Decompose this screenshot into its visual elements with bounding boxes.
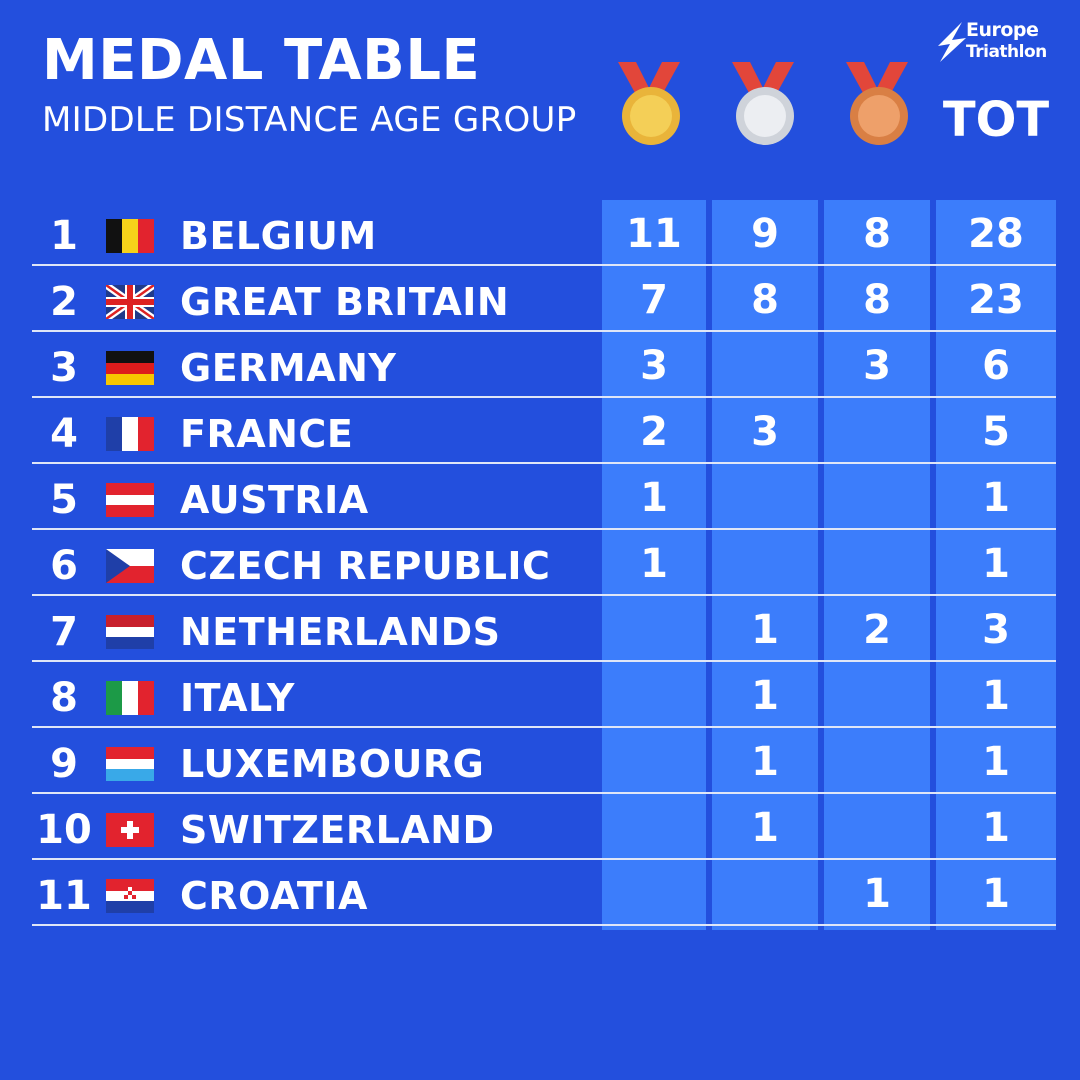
italy-flag-icon xyxy=(106,681,154,715)
row-divider xyxy=(32,528,1056,530)
rank-cell: 5 xyxy=(50,477,78,523)
row-divider xyxy=(32,792,1056,794)
table-row: 11 CROATIA 1 1 xyxy=(0,860,1080,926)
netherlands-flag-icon xyxy=(106,615,154,649)
belgium-flag-icon xyxy=(106,219,154,253)
country-cell: LUXEMBOURG xyxy=(180,742,485,786)
austria-flag-icon xyxy=(106,483,154,517)
rank-cell: 1 xyxy=(50,213,78,259)
table-row: 1 BELGIUM 11 9 8 28 xyxy=(0,200,1080,266)
rank-cell: 9 xyxy=(50,741,78,787)
rank-cell: 2 xyxy=(50,279,78,325)
bronze-column-bg xyxy=(824,200,930,930)
gold-cell: 11 xyxy=(626,211,682,257)
row-divider xyxy=(32,660,1056,662)
total-cell: 1 xyxy=(982,475,1010,521)
rank-cell: 11 xyxy=(36,873,92,919)
logo-line-2: Triathlon xyxy=(966,42,1047,62)
silver-medal-icon xyxy=(728,62,798,148)
row-divider xyxy=(32,858,1056,860)
star-swoosh-icon xyxy=(938,22,966,62)
silver-column-bg xyxy=(712,200,818,930)
table-row: 9 LUXEMBOURG 1 1 xyxy=(0,728,1080,794)
great-britain-flag-icon xyxy=(106,285,154,319)
silver-cell: 9 xyxy=(751,211,779,257)
gold-cell: 1 xyxy=(640,475,668,521)
germany-flag-icon xyxy=(106,351,154,385)
table-row: 7 NETHERLANDS 1 2 3 xyxy=(0,596,1080,662)
table-row: 3 GERMANY 3 3 6 xyxy=(0,332,1080,398)
gold-cell: 3 xyxy=(640,343,668,389)
logo-line-1: Europe xyxy=(966,19,1039,41)
total-cell: 1 xyxy=(982,871,1010,917)
table-row: 6 CZECH REPUBLIC 1 1 xyxy=(0,530,1080,596)
total-cell: 6 xyxy=(982,343,1010,389)
croatia-flag-icon xyxy=(106,879,154,913)
czech-republic-flag-icon xyxy=(106,549,154,583)
country-cell: AUSTRIA xyxy=(180,478,369,522)
silver-cell: 1 xyxy=(751,673,779,719)
country-cell: NETHERLANDS xyxy=(180,610,501,654)
country-cell: GREAT BRITAIN xyxy=(180,280,510,324)
rank-cell: 7 xyxy=(50,609,78,655)
country-cell: GERMANY xyxy=(180,346,397,390)
gold-cell: 2 xyxy=(640,409,668,455)
rank-cell: 3 xyxy=(50,345,78,391)
bronze-cell: 1 xyxy=(863,871,891,917)
row-divider xyxy=(32,396,1056,398)
total-cell: 23 xyxy=(968,277,1024,323)
europe-triathlon-logo: Europe Triathlon xyxy=(936,16,1056,68)
row-divider xyxy=(32,594,1056,596)
silver-cell: 1 xyxy=(751,805,779,851)
bronze-cell: 3 xyxy=(863,343,891,389)
gold-medal-icon xyxy=(614,62,684,148)
total-cell: 1 xyxy=(982,805,1010,851)
rank-cell: 4 xyxy=(50,411,78,457)
bronze-cell: 8 xyxy=(863,211,891,257)
country-cell: FRANCE xyxy=(180,412,354,456)
table-row: 4 FRANCE 2 3 5 xyxy=(0,398,1080,464)
switzerland-flag-icon xyxy=(106,813,154,847)
silver-cell: 1 xyxy=(751,607,779,653)
france-flag-icon xyxy=(106,417,154,451)
page-title: MEDAL TABLE xyxy=(42,28,481,93)
country-cell: CROATIA xyxy=(180,874,368,918)
silver-cell: 1 xyxy=(751,739,779,785)
total-cell: 5 xyxy=(982,409,1010,455)
rank-cell: 10 xyxy=(36,807,92,853)
total-cell: 1 xyxy=(982,673,1010,719)
table-row: 5 AUSTRIA 1 1 xyxy=(0,464,1080,530)
country-cell: BELGIUM xyxy=(180,214,377,258)
rank-cell: 6 xyxy=(50,543,78,589)
table-row: 8 ITALY 1 1 xyxy=(0,662,1080,728)
total-header: TOT xyxy=(942,92,1050,148)
gold-cell: 1 xyxy=(640,541,668,587)
row-divider xyxy=(32,264,1056,266)
row-divider xyxy=(32,726,1056,728)
total-column-bg xyxy=(936,200,1056,930)
table-row: 10 SWITZERLAND 1 1 xyxy=(0,794,1080,860)
row-divider xyxy=(32,924,1056,926)
page-subtitle: MIDDLE DISTANCE AGE GROUP xyxy=(42,100,577,140)
bronze-cell: 8 xyxy=(863,277,891,323)
bronze-medal-icon xyxy=(842,62,912,148)
luxembourg-flag-icon xyxy=(106,747,154,781)
silver-cell: 3 xyxy=(751,409,779,455)
rank-cell: 8 xyxy=(50,675,78,721)
total-cell: 1 xyxy=(982,739,1010,785)
row-divider xyxy=(32,462,1056,464)
total-cell: 3 xyxy=(982,607,1010,653)
total-cell: 1 xyxy=(982,541,1010,587)
country-cell: ITALY xyxy=(180,676,295,720)
total-cell: 28 xyxy=(968,211,1024,257)
table-row: 2 GREAT BRITAIN 7 8 8 23 xyxy=(0,266,1080,332)
row-divider xyxy=(32,330,1056,332)
bronze-cell: 2 xyxy=(863,607,891,653)
gold-column-bg xyxy=(602,200,706,930)
country-cell: SWITZERLAND xyxy=(180,808,495,852)
gold-cell: 7 xyxy=(640,277,668,323)
silver-cell: 8 xyxy=(751,277,779,323)
country-cell: CZECH REPUBLIC xyxy=(180,544,551,588)
